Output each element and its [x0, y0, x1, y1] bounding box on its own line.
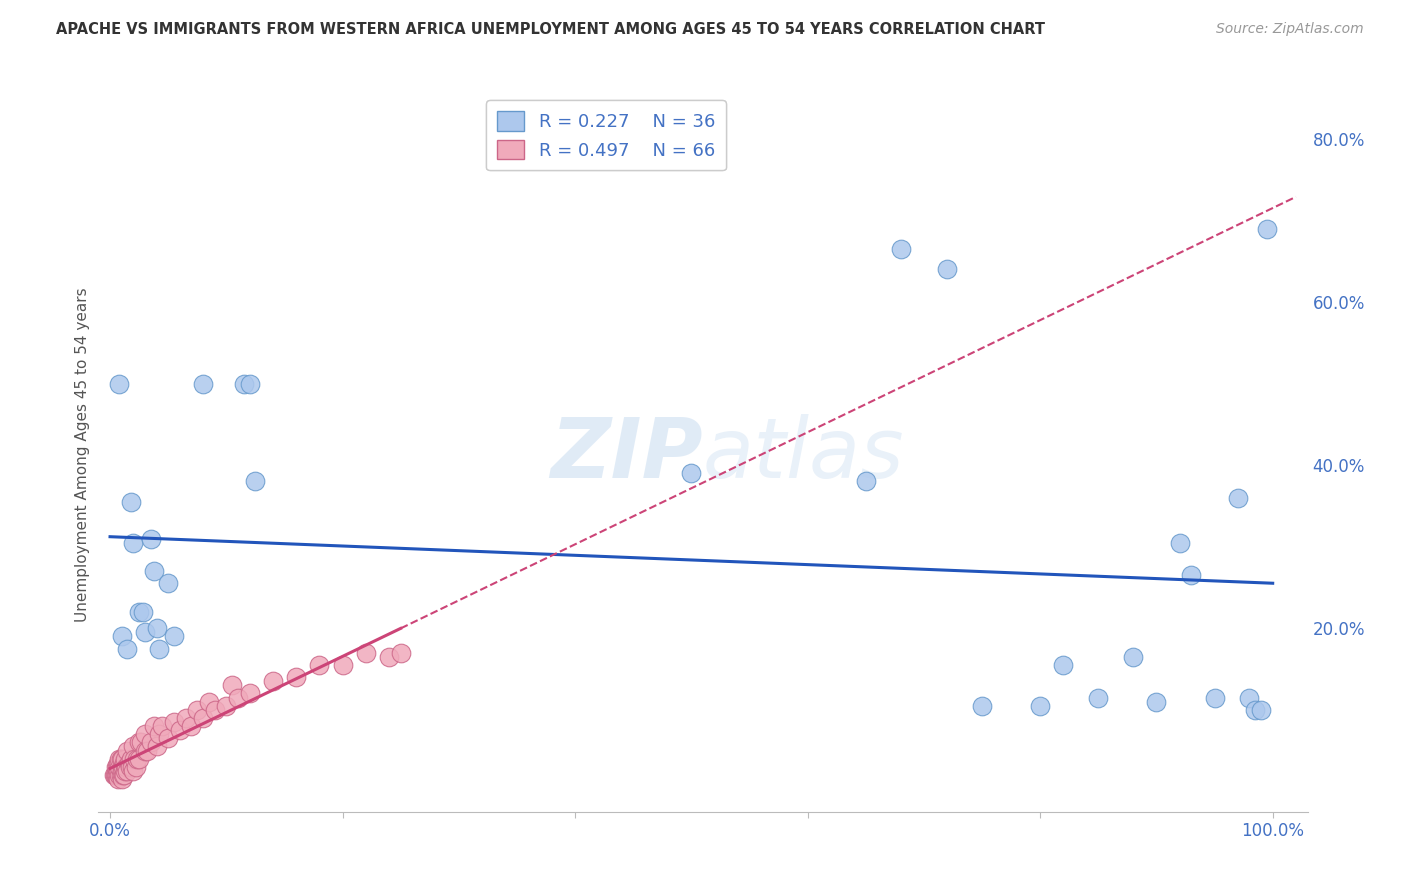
- Point: [143, 564, 166, 578]
- Point: [681, 467, 703, 481]
- Point: [107, 756, 129, 770]
- Y-axis label: Unemployment Among Ages 45 to 54 years: Unemployment Among Ages 45 to 54 years: [75, 287, 90, 623]
- Point: [239, 376, 262, 391]
- Point: [245, 475, 267, 489]
- Point: [111, 768, 134, 782]
- Point: [157, 576, 180, 591]
- Point: [131, 605, 153, 619]
- Point: [1122, 649, 1144, 664]
- Point: [107, 764, 129, 778]
- Point: [150, 719, 173, 733]
- Point: [308, 657, 330, 672]
- Point: [120, 495, 142, 509]
- Point: [389, 646, 412, 660]
- Point: [1052, 657, 1074, 672]
- Point: [112, 768, 135, 782]
- Point: [118, 756, 141, 770]
- Point: [139, 735, 162, 749]
- Point: [332, 657, 354, 672]
- Point: [215, 698, 238, 713]
- Point: [128, 735, 150, 749]
- Point: [111, 760, 134, 774]
- Text: Source: ZipAtlas.com: Source: ZipAtlas.com: [1216, 22, 1364, 37]
- Text: ZIP: ZIP: [550, 415, 703, 495]
- Point: [103, 768, 125, 782]
- Point: [122, 764, 145, 778]
- Point: [232, 376, 254, 391]
- Point: [204, 703, 226, 717]
- Point: [855, 475, 877, 489]
- Point: [262, 674, 284, 689]
- Point: [134, 625, 156, 640]
- Point: [108, 760, 131, 774]
- Point: [148, 641, 170, 656]
- Point: [115, 760, 138, 774]
- Point: [285, 670, 308, 684]
- Point: [157, 731, 180, 746]
- Point: [108, 768, 131, 782]
- Point: [105, 760, 128, 774]
- Point: [890, 242, 912, 256]
- Point: [139, 532, 162, 546]
- Point: [239, 686, 262, 700]
- Point: [186, 703, 208, 717]
- Point: [105, 768, 128, 782]
- Point: [120, 752, 142, 766]
- Point: [111, 752, 134, 766]
- Point: [122, 535, 145, 549]
- Point: [180, 719, 202, 733]
- Point: [378, 649, 401, 664]
- Point: [143, 719, 166, 733]
- Point: [136, 743, 159, 757]
- Text: APACHE VS IMMIGRANTS FROM WESTERN AFRICA UNEMPLOYMENT AMONG AGES 45 TO 54 YEARS : APACHE VS IMMIGRANTS FROM WESTERN AFRICA…: [56, 22, 1045, 37]
- Point: [226, 690, 249, 705]
- Point: [191, 711, 214, 725]
- Point: [117, 764, 139, 778]
- Point: [1029, 698, 1052, 713]
- Point: [125, 752, 148, 766]
- Point: [110, 752, 132, 766]
- Point: [1256, 221, 1278, 235]
- Point: [124, 760, 146, 774]
- Point: [221, 678, 243, 692]
- Point: [104, 768, 127, 782]
- Point: [112, 756, 135, 770]
- Point: [134, 727, 156, 741]
- Point: [111, 772, 134, 786]
- Point: [121, 760, 143, 774]
- Point: [114, 764, 136, 778]
- Point: [108, 752, 131, 766]
- Point: [145, 621, 167, 635]
- Point: [1180, 568, 1202, 582]
- Point: [117, 743, 139, 757]
- Point: [124, 752, 146, 766]
- Text: atlas: atlas: [703, 415, 904, 495]
- Point: [1144, 695, 1167, 709]
- Point: [970, 698, 993, 713]
- Point: [354, 646, 377, 660]
- Point: [111, 629, 134, 643]
- Point: [936, 262, 959, 277]
- Point: [1226, 491, 1249, 505]
- Point: [163, 629, 186, 643]
- Point: [128, 605, 150, 619]
- Point: [104, 768, 127, 782]
- Legend: R = 0.227    N = 36, R = 0.497    N = 66: R = 0.227 N = 36, R = 0.497 N = 66: [486, 100, 725, 170]
- Point: [191, 376, 214, 391]
- Point: [1087, 690, 1109, 705]
- Point: [145, 739, 167, 754]
- Point: [1244, 703, 1267, 717]
- Point: [174, 711, 197, 725]
- Point: [107, 772, 129, 786]
- Point: [108, 376, 131, 391]
- Point: [131, 735, 153, 749]
- Point: [114, 752, 136, 766]
- Point: [118, 760, 141, 774]
- Point: [163, 714, 186, 729]
- Point: [148, 727, 170, 741]
- Point: [1250, 703, 1272, 717]
- Point: [1204, 690, 1226, 705]
- Point: [111, 764, 134, 778]
- Point: [104, 760, 127, 774]
